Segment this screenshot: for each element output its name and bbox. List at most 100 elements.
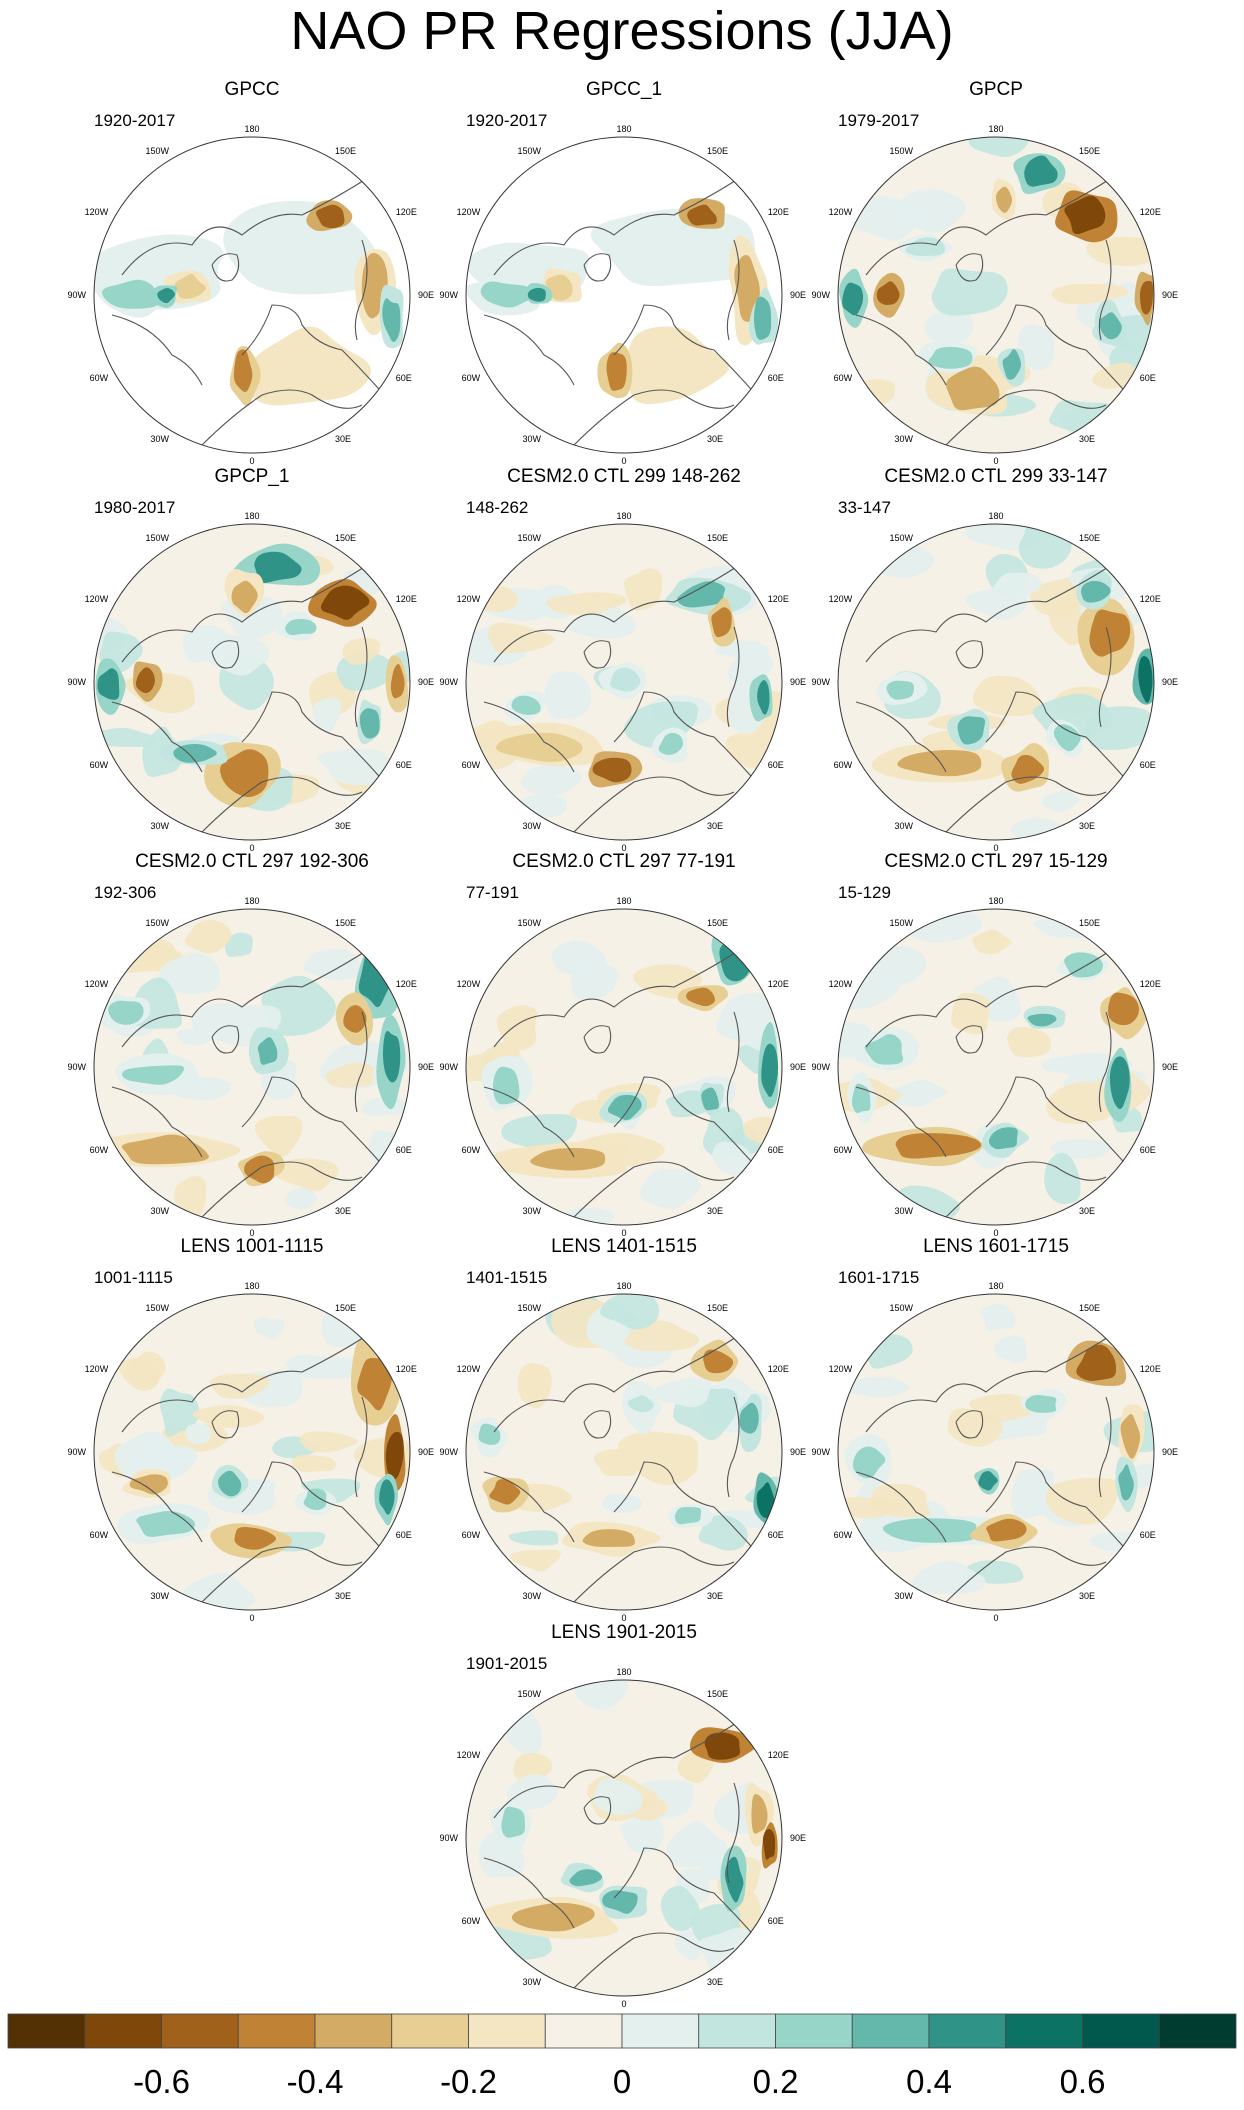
anomaly-contour bbox=[575, 1680, 628, 1710]
coastline bbox=[613, 691, 770, 798]
coastline bbox=[583, 1025, 612, 1054]
longitude-label: 90E bbox=[1162, 1447, 1178, 1457]
coastline bbox=[111, 314, 203, 386]
anomaly-contour bbox=[882, 1518, 977, 1543]
anomaly-contour bbox=[905, 237, 946, 257]
colorbar-swatch bbox=[84, 2013, 162, 2049]
anomaly-contour bbox=[135, 667, 155, 694]
anomaly-contour bbox=[1011, 1469, 1055, 1520]
anomaly-contour bbox=[947, 1408, 1003, 1447]
coastline bbox=[201, 1546, 363, 1603]
panel-title: CESM2.0 CTL 297 15-129 bbox=[884, 851, 1108, 872]
polar-map-panel: 180 150E 120E 90E 60E 30E 0 30W 60W 90W 120W 150W bbox=[811, 896, 1178, 1238]
anomaly-contour bbox=[544, 671, 592, 719]
coastlines bbox=[855, 560, 1154, 833]
longitude-label: 120W bbox=[457, 594, 481, 604]
anomaly-contour bbox=[209, 1373, 271, 1399]
coastline bbox=[583, 1410, 612, 1439]
coastline bbox=[573, 1932, 735, 1989]
longitude-label: 30W bbox=[522, 1591, 541, 1601]
colorbar-swatch bbox=[391, 2013, 469, 2049]
anomaly-contour bbox=[1118, 1464, 1134, 1501]
map-boundary bbox=[93, 523, 411, 841]
longitude-label: 120E bbox=[768, 207, 789, 217]
coastline bbox=[955, 1410, 984, 1439]
anomaly-contour bbox=[1064, 952, 1104, 978]
longitude-label: 60W bbox=[90, 373, 109, 383]
longitude-label: 30E bbox=[1079, 434, 1095, 444]
longitude-label: 150W bbox=[145, 918, 169, 928]
period-label: 1920-2017 bbox=[94, 111, 176, 130]
longitude-label: 30W bbox=[894, 821, 913, 831]
anomaly-contour bbox=[285, 1354, 363, 1379]
longitude-label: 120E bbox=[768, 1750, 789, 1760]
longitude-label: 180 bbox=[616, 511, 631, 521]
longitude-label: 0 bbox=[993, 456, 998, 466]
longitude-label: 120E bbox=[1140, 207, 1161, 217]
panel-title: GPCP bbox=[969, 79, 1023, 100]
precipitation-field bbox=[839, 137, 1154, 446]
coastline bbox=[483, 314, 575, 386]
anomaly-contour bbox=[254, 1115, 303, 1157]
anomaly-contour bbox=[592, 757, 632, 783]
anomaly-contour bbox=[658, 732, 684, 755]
anomaly-contour bbox=[687, 204, 717, 226]
colorbar-tick-label: -0.4 bbox=[286, 2063, 344, 2100]
longitude-label: 120E bbox=[1140, 979, 1161, 989]
anomaly-contour bbox=[838, 1497, 906, 1519]
anomaly-contour bbox=[592, 1777, 643, 1816]
longitude-label: 90E bbox=[418, 290, 434, 300]
longitude-label: 150W bbox=[517, 533, 541, 543]
coastline bbox=[211, 640, 240, 669]
longitude-label: 60E bbox=[1140, 1530, 1156, 1540]
longitude-label: 150W bbox=[517, 146, 541, 156]
period-label: 1001-1115 bbox=[94, 1268, 173, 1287]
period-label: 1401-1515 bbox=[466, 1268, 548, 1287]
coastline bbox=[955, 1025, 984, 1054]
anomaly-contour bbox=[911, 1560, 986, 1595]
longitude-label: 30W bbox=[150, 434, 169, 444]
anomaly-contour bbox=[698, 1515, 748, 1551]
coastline bbox=[955, 640, 984, 669]
panel-title: CESM2.0 CTL 297 192-306 bbox=[135, 851, 369, 872]
coastline bbox=[985, 1461, 1142, 1568]
longitude-label: 30W bbox=[522, 434, 541, 444]
longitude-label: 30W bbox=[150, 1591, 169, 1601]
anomaly-contour bbox=[972, 929, 1012, 955]
colorbar-swatch bbox=[544, 2013, 623, 2049]
anomaly-contour bbox=[182, 1572, 256, 1610]
longitude-label: 30E bbox=[1079, 1591, 1095, 1601]
period-label: 1601-1715 bbox=[838, 1268, 920, 1287]
anomaly-contour bbox=[639, 1169, 701, 1210]
longitude-label: 60E bbox=[768, 1530, 784, 1540]
longitude-label: 180 bbox=[244, 896, 259, 906]
anomaly-contour bbox=[1107, 992, 1139, 1026]
anomaly-contour bbox=[957, 716, 986, 745]
longitude-label: 60W bbox=[462, 760, 481, 770]
coastline bbox=[613, 1847, 770, 1954]
longitude-label: 150E bbox=[335, 918, 356, 928]
anomaly-contour bbox=[185, 1423, 212, 1445]
longitude-label: 30W bbox=[150, 821, 169, 831]
anomaly-contour bbox=[627, 1395, 654, 1413]
anomaly-contour bbox=[852, 1446, 886, 1479]
colorbar bbox=[7, 2013, 1237, 2049]
anomaly-contour bbox=[496, 1005, 538, 1051]
longitude-label: 120W bbox=[85, 594, 109, 604]
longitude-label: 180 bbox=[244, 124, 259, 134]
polar-map-panel: 180 150E 120E 90E 60E 30E 0 30W 60W 90W 120W 150W bbox=[439, 511, 806, 853]
period-label: 1901-2015 bbox=[466, 1654, 548, 1673]
anomaly-contour bbox=[253, 1316, 285, 1340]
longitude-label: 120E bbox=[1140, 594, 1161, 604]
anomaly-contour bbox=[1024, 155, 1058, 187]
anomaly-contour bbox=[1007, 1026, 1051, 1058]
anomaly-contour bbox=[751, 1794, 768, 1834]
coastline bbox=[354, 239, 368, 341]
panel-title: LENS 1901-2015 bbox=[551, 1622, 697, 1643]
anomaly-contour bbox=[886, 680, 914, 700]
anomaly-contour bbox=[600, 1294, 660, 1330]
anomaly-contour bbox=[359, 708, 380, 739]
anomaly-contour bbox=[192, 1405, 265, 1429]
anomaly-contour bbox=[315, 204, 345, 229]
polar-map-panel: 180 150E 120E 90E 60E 30E 0 30W 60W 90W 120W 150W bbox=[439, 896, 806, 1238]
